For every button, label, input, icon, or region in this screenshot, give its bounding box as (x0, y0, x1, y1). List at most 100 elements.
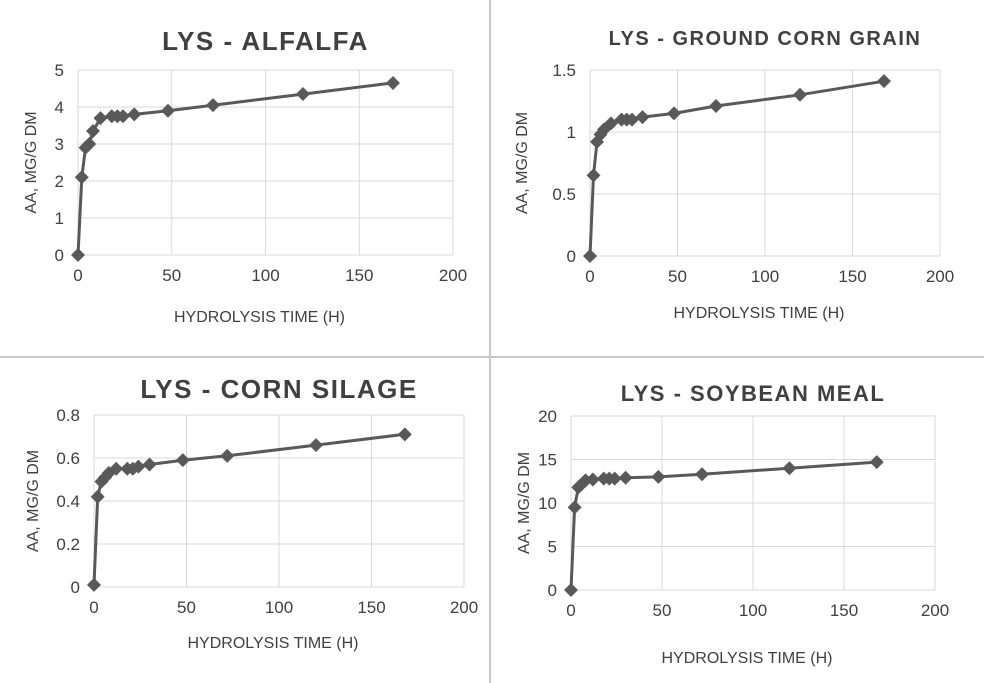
chart-1-series-line-0 (588, 79, 885, 257)
chart-0-data-point-4 (86, 124, 100, 139)
chart-0-data-point-1 (74, 170, 89, 185)
chart-2-ylabel: AA, MG/G DM (25, 450, 42, 552)
chart-2-data-point-2 (94, 474, 109, 489)
chart-3-data-point-12 (782, 461, 797, 476)
chart-3-data-point-1 (567, 500, 582, 515)
chart-0-data-point-9 (127, 107, 142, 122)
chart-3-ytick-label-1: 5 (548, 538, 557, 557)
chart-2-ytick-label-1: 0.2 (56, 535, 80, 554)
chart-1-data-point-0 (583, 249, 597, 263)
chart-panel-corn-silage: LYS - CORN SILAGE 0 50 100 150 200 0 0.2 0.4 0.6 0… (0, 358, 489, 683)
chart-1-xtick-label-1: 50 (668, 267, 687, 286)
chart-3-title: LYS - SOYBEAN MEAL (621, 381, 886, 406)
chart-0-ytick-label-5: 5 (55, 61, 64, 80)
chart-3-data-point-13 (869, 455, 884, 470)
chart-2-xtick-label-1: 50 (177, 598, 196, 617)
chart-0-ylabel: AA, MG/G DM (23, 111, 40, 213)
chart-0-data-point-5 (93, 111, 108, 126)
chart-2-data-point-9 (142, 457, 157, 472)
chart-0-title: LYS - ALFALFA (162, 26, 369, 56)
chart-1-data-point-3 (593, 127, 608, 142)
chart-3-data-point-2 (571, 480, 586, 495)
chart-0-xlabel: HYDROLYSIS TIME (H) (174, 309, 345, 326)
chart-3-xtick-label-3: 150 (830, 601, 858, 620)
chart-1-ytick-label-1: 0.5 (552, 185, 576, 204)
chart-1-xtick-label-4: 200 (926, 267, 954, 286)
chart-1-data-point-9 (635, 110, 650, 125)
chart-2-data-point-8 (131, 459, 146, 474)
chart-panel-ground-corn-grain: LYS - GROUND CORN GRAIN 0 50 100 150 200 0 0.5 1… (491, 0, 984, 356)
chart-1-data-point-10 (667, 106, 681, 121)
chart-3-data-point-0 (564, 583, 578, 597)
chart-1-data-point-1 (586, 168, 601, 183)
chart-0-data-point-11 (206, 98, 220, 113)
chart-1-data-point-11 (709, 98, 723, 113)
chart-2-data-point-10 (175, 453, 190, 468)
chart-2-xtick-label-3: 150 (357, 598, 385, 617)
chart-1-xlabel: HYDROLYSIS TIME (H) (674, 305, 845, 322)
chart-2-xtick-label-4: 200 (450, 598, 478, 617)
chart-panel-alfalfa: LYS - ALFALFA 0 50 100 150 200 0 1 2 3 4 5 HYDROLYSI… (0, 0, 489, 356)
chart-2-title: LYS - CORN SILAGE (140, 374, 417, 404)
chart-0-ytick-label-3: 3 (55, 135, 64, 154)
chart-1-ytick-label-0: 0 (567, 247, 576, 266)
chart-0-ytick-label-1: 1 (55, 209, 64, 228)
chart-3-data-point-9 (618, 470, 633, 485)
chart-0-xtick-label-0: 0 (73, 266, 82, 285)
chart-2-xtick-label-0: 0 (89, 598, 98, 617)
chart-3-ylabel: AA, MG/G DM (516, 452, 533, 554)
chart-1-data-point-5 (604, 116, 618, 131)
chart-3-xtick-label-2: 100 (739, 601, 767, 620)
chart-1-xtick-label-3: 150 (838, 267, 866, 286)
chart-0-ytick-label-0: 0 (55, 246, 64, 265)
chart-1-title: LYS - GROUND CORN GRAIN (609, 28, 922, 50)
chart-0-xtick-label-3: 150 (345, 266, 373, 285)
chart-3-data-point-10 (651, 469, 666, 484)
chart-0-data-point-8 (116, 109, 130, 124)
chart-0-data-point-13 (386, 75, 400, 90)
chart-3-data-point-5 (585, 472, 600, 487)
chart-1-data-point-4 (597, 122, 611, 137)
chart-3-ytick-label-0: 0 (548, 581, 557, 600)
chart-3-xtick-label-0: 0 (566, 601, 575, 620)
chart-2-data-point-4 (101, 466, 116, 481)
chart-0-series-line-0 (76, 81, 394, 256)
chart-0-data-point-10 (161, 103, 175, 118)
chart-0-xtick-label-4: 200 (439, 266, 467, 285)
chart-2-series-line-0 (92, 432, 405, 585)
chart-2-data-point-11 (220, 448, 235, 463)
chart-3-data-point-11 (695, 467, 710, 482)
chart-3-ytick-label-2: 10 (538, 494, 557, 513)
chart-0-data-point-3 (82, 137, 97, 151)
chart-2-ytick-label-0: 0 (71, 578, 80, 597)
chart-3-ytick-label-4: 20 (538, 407, 557, 426)
horizontal-divider (0, 356, 984, 358)
chart-0-xtick-label-1: 50 (162, 266, 181, 285)
chart-panel-soybean-meal: LYS - SOYBEAN MEAL 0 50 100 150 200 0 5 10 15 20 HY… (491, 358, 984, 683)
chart-3-xtick-label-4: 200 (921, 601, 949, 620)
chart-2-data-point-0 (87, 577, 101, 592)
chart-0-data-point-0 (71, 248, 85, 262)
chart-2-ytick-label-2: 0.4 (56, 492, 80, 511)
chart-2-data-point-13 (397, 427, 412, 442)
chart-2-data-point-12 (309, 438, 323, 453)
chart-1-xtick-label-2: 100 (751, 267, 779, 286)
chart-svg: LYS - ALFALFA 0 50 100 150 200 0 1 2 3 4 5 HYDROLYSI… (23, 26, 467, 326)
chart-svg: LYS - GROUND CORN GRAIN 0 50 100 150 200 0 0.5 1… (514, 28, 954, 322)
chart-3-xtick-label-1: 50 (653, 601, 672, 620)
chart-0-data-point-12 (296, 87, 310, 102)
chart-3-xlabel: HYDROLYSIS TIME (H) (662, 650, 833, 667)
chart-svg: LYS - CORN SILAGE 0 50 100 150 200 0 0.2 0.4 0.6 0… (25, 374, 478, 652)
chart-1-ytick-label-2: 1 (567, 123, 576, 142)
chart-2-data-point-5 (109, 461, 124, 476)
chart-1-ylabel: AA, MG/G DM (514, 112, 531, 214)
chart-0-ytick-label-4: 4 (55, 98, 64, 117)
chart-1-data-point-13 (877, 74, 891, 89)
chart-2-ytick-label-3: 0.6 (56, 449, 80, 468)
chart-3-data-point-8 (607, 471, 622, 486)
chart-1-data-point-12 (793, 87, 807, 102)
chart-2-data-point-1 (90, 489, 105, 504)
chart-1-data-point-8 (625, 112, 639, 127)
chart-1-ytick-label-3: 1.5 (552, 61, 576, 80)
